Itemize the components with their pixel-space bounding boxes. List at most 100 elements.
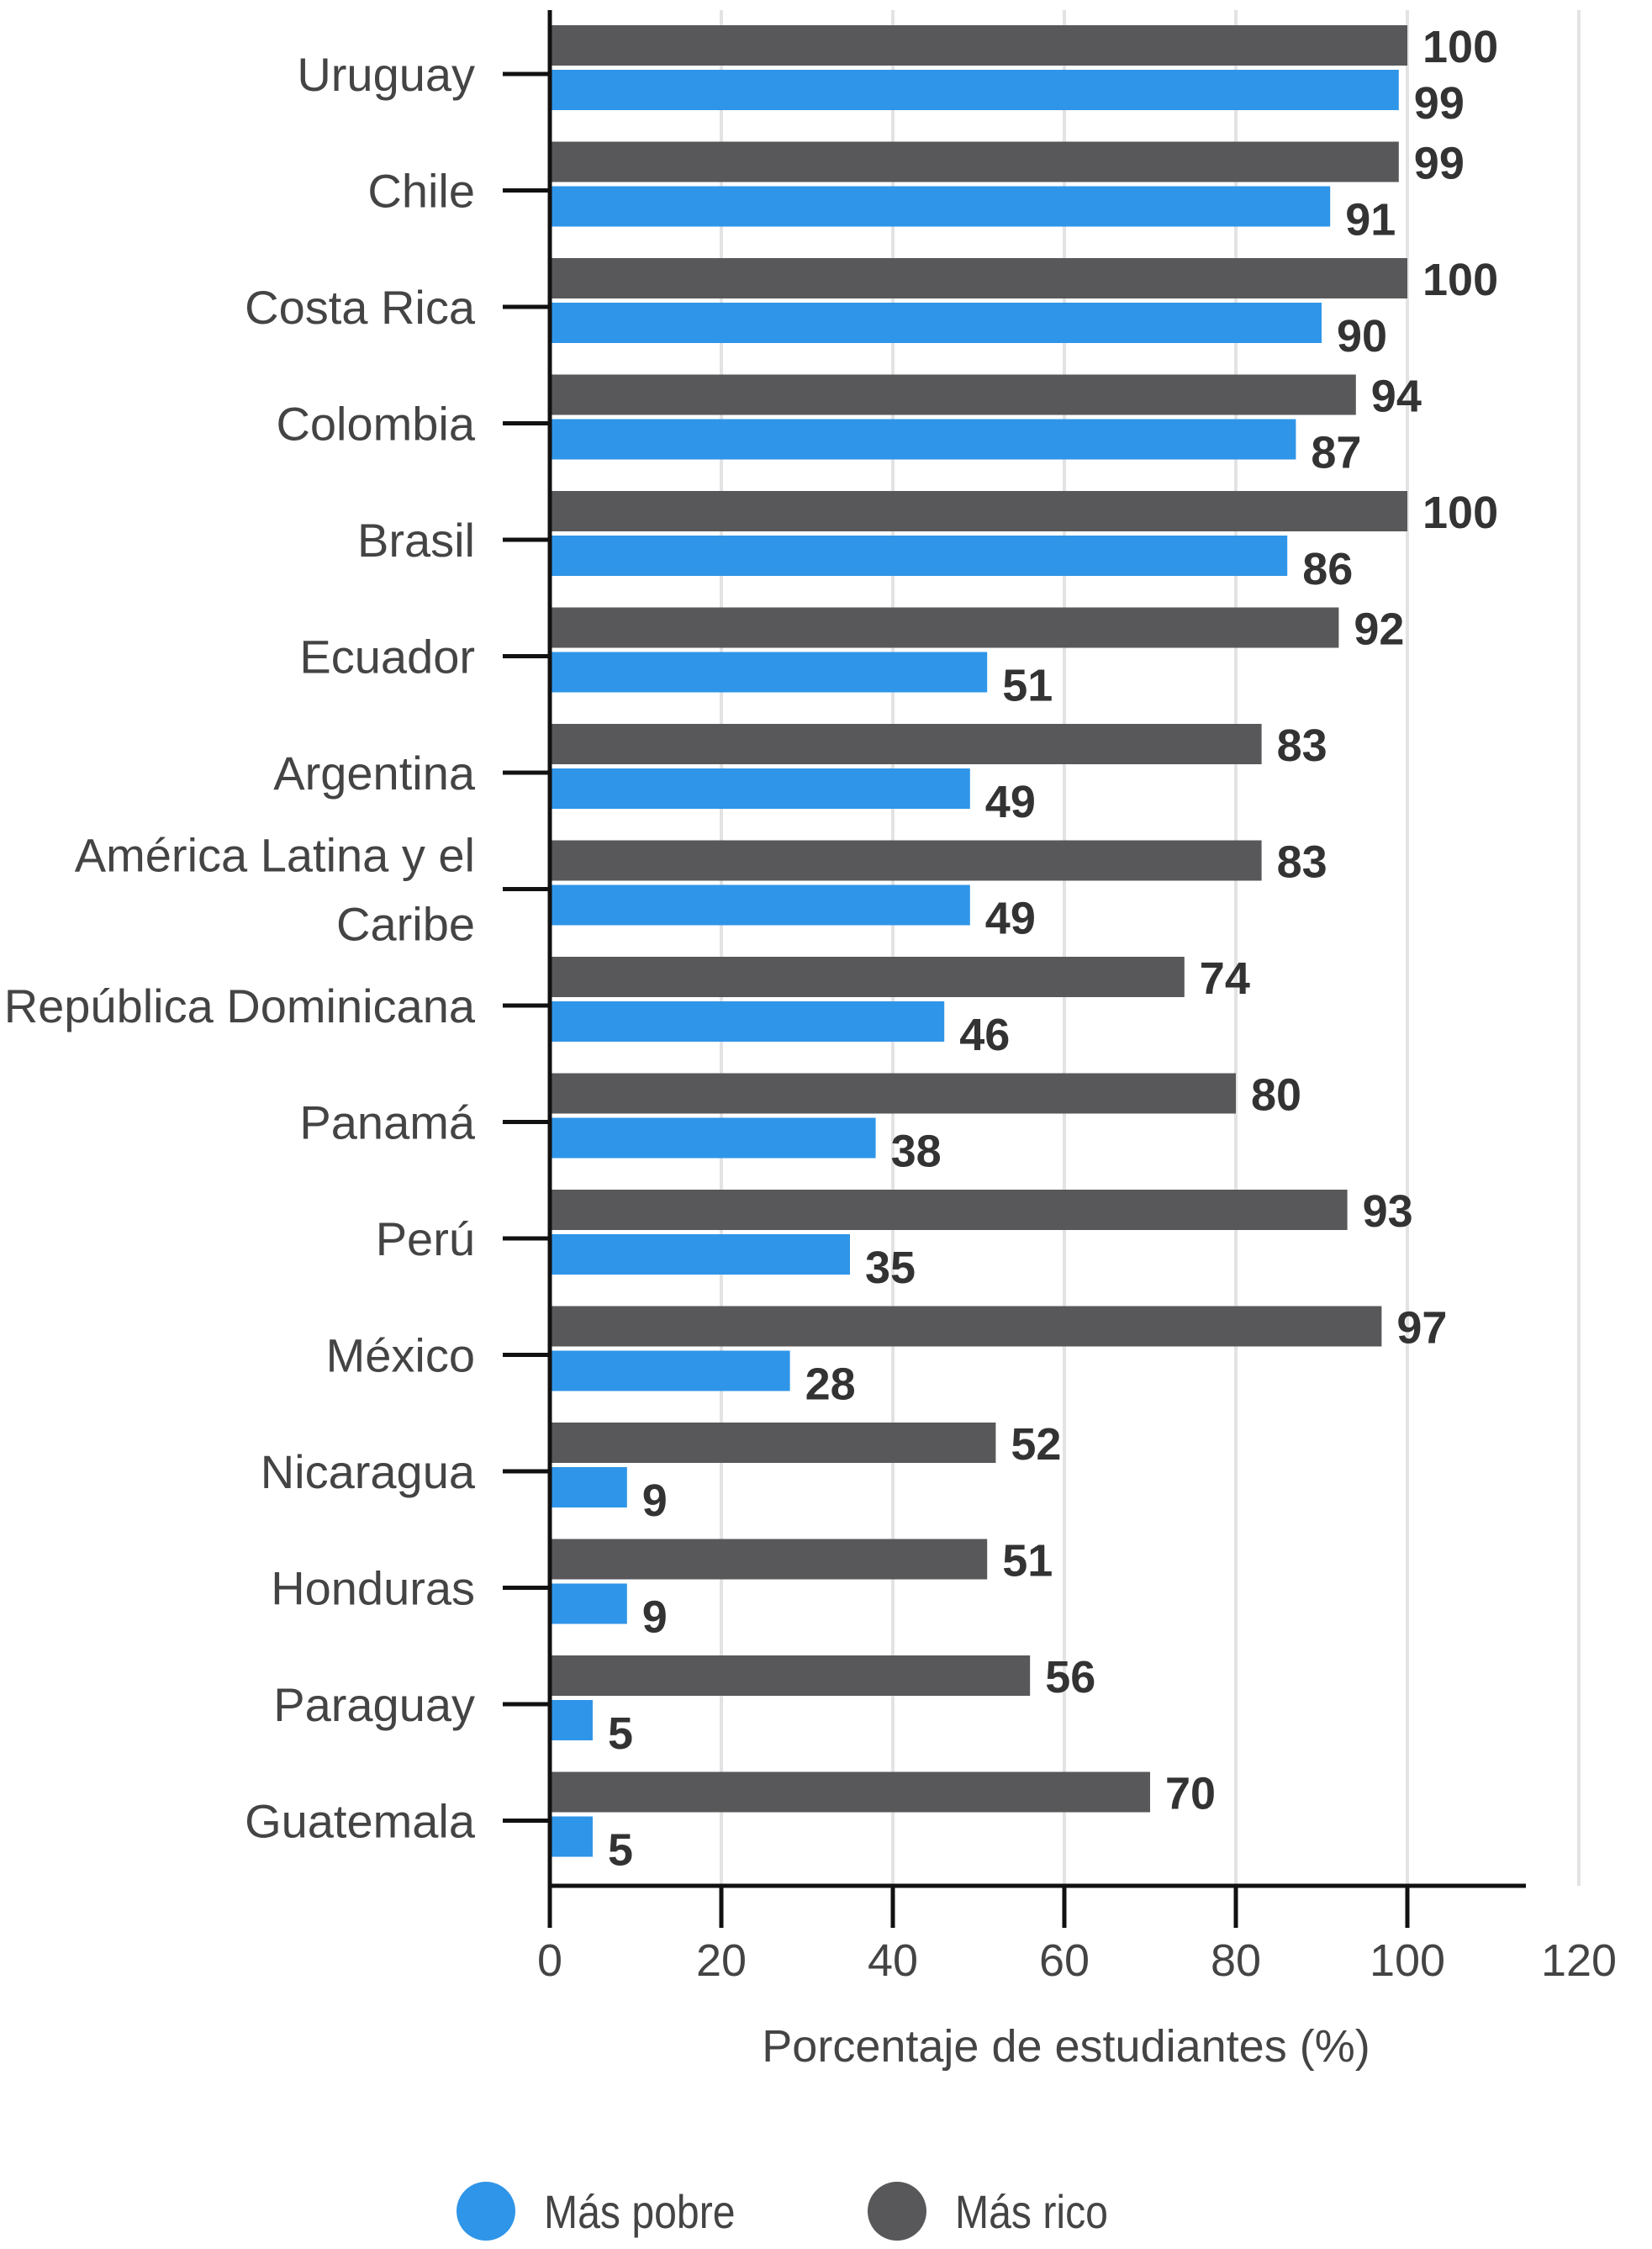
category-labels: Uruguay Chile Costa Rica Colombia Brasil Ecua…	[4, 48, 476, 1848]
value-label-rich-15: 70	[1165, 1769, 1216, 1819]
legend-item-poor: Más pobre	[457, 2182, 767, 2241]
bar-poor-1	[550, 186, 1331, 227]
legend-label-rich: Más rico	[955, 2184, 1108, 2238]
category-label-9: Panamá	[299, 1096, 475, 1149]
x-tick-label-40: 40	[868, 1935, 918, 1986]
bar-rich-8	[550, 957, 1185, 997]
value-label-rich-7: 83	[1277, 837, 1327, 888]
legend-item-rich: Más rico	[868, 2182, 1133, 2241]
bar-poor-3	[550, 419, 1296, 460]
bar-poor-15	[550, 1816, 593, 1857]
bar-rich-10	[550, 1190, 1348, 1230]
category-label-8: República Dominicana	[4, 979, 476, 1032]
value-label-rich-10: 93	[1363, 1186, 1413, 1237]
bar-poor-10	[550, 1234, 850, 1275]
bar-poor-5	[550, 652, 988, 693]
value-label-rich-1: 99	[1414, 139, 1465, 189]
bar-poor-4	[550, 536, 1288, 576]
bar-rich-7	[550, 840, 1262, 881]
bar-poor-11	[550, 1350, 790, 1391]
category-label-0: Uruguay	[297, 48, 475, 101]
value-label-poor-9: 38	[891, 1127, 942, 1177]
category-label-15: Guatemala	[245, 1795, 476, 1848]
bar-poor-6	[550, 768, 970, 809]
value-label-rich-12: 52	[1011, 1419, 1061, 1470]
bar-rich-11	[550, 1306, 1382, 1347]
x-tick-label-0: 0	[537, 1935, 562, 1986]
category-label-12: Nicaragua	[261, 1445, 476, 1498]
bar-poor-2	[550, 303, 1322, 343]
value-label-rich-6: 83	[1277, 721, 1327, 771]
value-label-poor-10: 35	[865, 1243, 916, 1293]
x-tick-label-20: 20	[696, 1935, 747, 1986]
value-label-rich-0: 100	[1422, 22, 1498, 72]
category-label-1: Chile	[367, 165, 475, 218]
bars	[550, 25, 1407, 1857]
bar-poor-0	[550, 70, 1399, 110]
x-tick-labels: 0 20 40 60 80 100 120	[537, 1935, 1617, 1986]
category-label-2: Costa Rica	[245, 281, 476, 334]
category-label-5: Ecuador	[299, 631, 475, 684]
bar-rich-14	[550, 1655, 1031, 1696]
value-label-poor-14: 5	[608, 1708, 633, 1759]
axes	[503, 10, 1526, 1928]
value-label-poor-13: 9	[642, 1592, 668, 1643]
value-label-poor-0: 99	[1414, 78, 1465, 129]
value-label-poor-4: 86	[1302, 544, 1353, 594]
value-label-poor-5: 51	[1002, 661, 1053, 711]
bar-rich-6	[550, 724, 1262, 764]
bar-poor-7	[550, 884, 970, 926]
category-label-3: Colombia	[276, 398, 475, 451]
value-label-poor-11: 28	[805, 1359, 856, 1410]
legend-swatch-rich	[868, 2182, 926, 2241]
value-label-rich-13: 51	[1002, 1536, 1053, 1586]
value-label-rich-11: 97	[1396, 1303, 1447, 1354]
x-tick-label-120: 120	[1541, 1935, 1617, 1986]
bar-rich-1	[550, 141, 1399, 182]
category-label-7-line-1: Caribe	[336, 898, 475, 951]
value-label-poor-12: 9	[642, 1476, 668, 1526]
legend-label-poor: Más pobre	[544, 2184, 736, 2238]
bar-rich-13	[550, 1539, 988, 1580]
value-label-rich-3: 94	[1371, 372, 1422, 422]
value-label-rich-14: 56	[1045, 1652, 1095, 1703]
value-label-rich-2: 100	[1422, 255, 1498, 305]
bar-rich-9	[550, 1073, 1236, 1114]
value-label-rich-4: 100	[1422, 488, 1498, 538]
category-label-14: Paraguay	[273, 1678, 475, 1731]
legend: Más pobre Más rico	[0, 2182, 1652, 2249]
bar-rich-0	[550, 25, 1407, 66]
x-tick-label-60: 60	[1039, 1935, 1090, 1986]
value-label-poor-7: 49	[985, 894, 1036, 944]
value-label-rich-5: 92	[1354, 604, 1404, 655]
category-label-13: Honduras	[271, 1562, 475, 1615]
value-label-rich-8: 74	[1200, 953, 1250, 1004]
bar-poor-9	[550, 1117, 876, 1159]
legend-swatch-poor	[457, 2182, 515, 2241]
category-label-11: México	[326, 1329, 475, 1382]
category-label-6: Argentina	[273, 747, 476, 800]
bar-rich-5	[550, 607, 1339, 648]
bar-poor-13	[550, 1583, 627, 1624]
x-tick-label-100: 100	[1370, 1935, 1445, 1986]
value-label-poor-6: 49	[985, 777, 1036, 827]
value-labels: 1009999911009094871008692518349834974468…	[608, 22, 1498, 1876]
x-tick-label-80: 80	[1211, 1935, 1261, 1986]
value-label-poor-8: 46	[959, 1010, 1010, 1060]
bar-rich-2	[550, 258, 1407, 298]
bar-poor-14	[550, 1700, 593, 1740]
value-label-rich-9: 80	[1251, 1070, 1301, 1121]
x-axis-title: Porcentaje de estudiantes (%)	[762, 2021, 1370, 2072]
bar-rich-3	[550, 374, 1356, 415]
bar-rich-15	[550, 1771, 1150, 1813]
category-label-10: Perú	[376, 1212, 475, 1265]
bar-rich-12	[550, 1423, 996, 1463]
category-label-4: Brasil	[357, 514, 475, 567]
bar-rich-4	[550, 491, 1407, 531]
category-label-7-line-0: América Latina y el	[75, 829, 475, 882]
value-label-poor-1: 91	[1345, 195, 1396, 245]
value-label-poor-3: 87	[1311, 428, 1361, 478]
bar-poor-12	[550, 1467, 627, 1507]
value-label-poor-2: 90	[1337, 311, 1387, 362]
